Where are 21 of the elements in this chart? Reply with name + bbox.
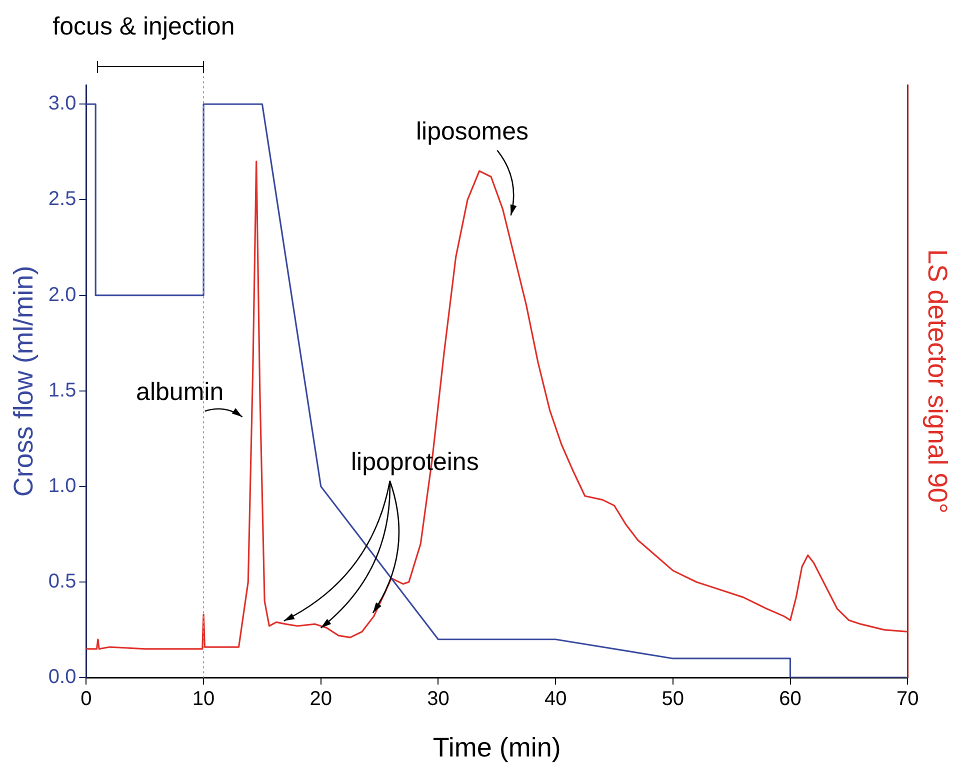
y-tick-label: 0.0 — [48, 666, 76, 688]
x-tick-label: 70 — [896, 688, 919, 710]
x-tick-label: 40 — [544, 688, 567, 710]
text: focus & injection — [52, 12, 235, 40]
y-axis-title: Cross flow (ml/min) — [8, 266, 39, 497]
x-tick-label: 20 — [310, 688, 332, 710]
y-tick-label: 1.0 — [48, 474, 76, 497]
annotation: albumin — [136, 378, 224, 406]
x-tick-label: 0 — [80, 688, 92, 710]
y-tick-label: 2.0 — [48, 284, 76, 306]
y-tick-label: 2.5 — [48, 188, 76, 210]
x-tick-label: 60 — [779, 688, 802, 710]
x-axis-title: Time (min) — [432, 732, 561, 762]
y2-axis-title: LS detector signal 90° — [922, 249, 952, 514]
x-tick-label: 30 — [427, 688, 450, 710]
y-tick-label: 3.0 — [48, 92, 76, 115]
y-tick-label: 1.5 — [48, 379, 76, 402]
x-tick-label: 10 — [192, 688, 215, 710]
x-tick-label: 50 — [662, 688, 684, 710]
annotation: liposomes — [416, 117, 529, 146]
y-tick-label: 0.5 — [48, 570, 76, 593]
